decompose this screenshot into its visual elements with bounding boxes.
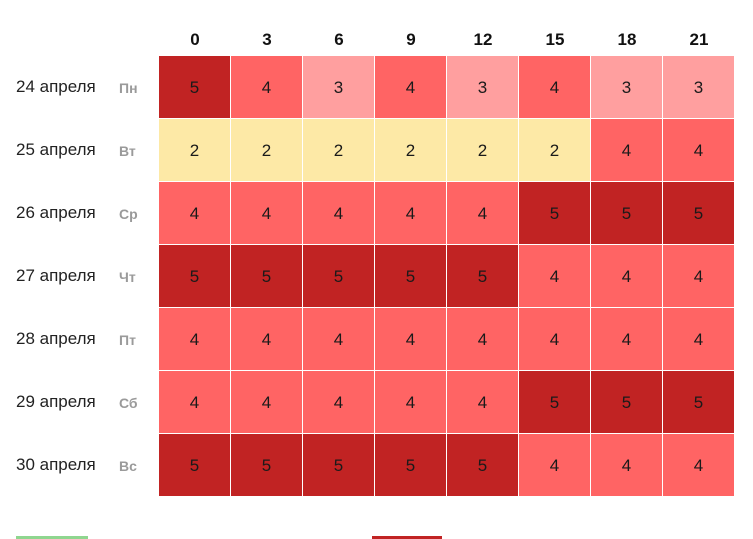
forecast-cell: 4 [519, 434, 591, 497]
forecast-cell: 4 [231, 182, 303, 245]
forecast-cell: 4 [663, 245, 735, 308]
forecast-cell: 5 [303, 434, 375, 497]
forecast-cell: 3 [591, 56, 663, 119]
forecast-cell: 4 [231, 308, 303, 371]
forecast-cell: 5 [447, 434, 519, 497]
hour-header: 3 [262, 30, 272, 49]
forecast-cell: 4 [591, 245, 663, 308]
row-label: 27 апреля Чт [0, 245, 150, 307]
hour-header: 15 [545, 30, 565, 49]
forecast-cell: 5 [375, 245, 447, 308]
forecast-cell: 5 [231, 434, 303, 497]
forecast-cell: 5 [303, 245, 375, 308]
hour-header: 9 [406, 30, 416, 49]
forecast-cell: 4 [375, 371, 447, 434]
forecast-cell: 5 [231, 245, 303, 308]
forecast-cell: 4 [591, 119, 663, 182]
forecast-cell: 4 [663, 308, 735, 371]
forecast-cell: 2 [231, 119, 303, 182]
forecast-cell: 4 [447, 182, 519, 245]
weekday-label: Вт [119, 143, 136, 159]
date-label: 24 апреля [16, 77, 96, 96]
date-label: 27 апреля [16, 266, 96, 285]
forecast-cell: 5 [159, 245, 231, 308]
forecast-cell: 2 [159, 119, 231, 182]
forecast-cell: 5 [519, 371, 591, 434]
row-label: 26 апреля Ср [0, 182, 150, 244]
forecast-cell: 4 [303, 182, 375, 245]
row-label: 28 апреля Пт [0, 308, 150, 370]
forecast-cell: 2 [447, 119, 519, 182]
forecast-cell: 4 [231, 371, 303, 434]
date-label: 30 апреля [16, 455, 96, 474]
forecast-cell: 4 [375, 182, 447, 245]
forecast-cell: 3 [663, 56, 735, 119]
forecast-cell: 2 [303, 119, 375, 182]
forecast-cell: 4 [663, 119, 735, 182]
legend-line [16, 536, 88, 539]
forecast-cell: 4 [375, 308, 447, 371]
forecast-cell: 2 [375, 119, 447, 182]
forecast-cell: 5 [591, 371, 663, 434]
hour-header: 18 [617, 30, 637, 49]
forecast-cell: 5 [447, 245, 519, 308]
forecast-cell: 4 [591, 434, 663, 497]
date-label: 25 апреля [16, 140, 96, 159]
forecast-cell: 4 [447, 308, 519, 371]
forecast-cell: 5 [159, 56, 231, 119]
forecast-cell: 5 [375, 434, 447, 497]
weekday-label: Пт [119, 332, 136, 348]
forecast-cell: 4 [519, 56, 591, 119]
forecast-cell: 5 [591, 182, 663, 245]
forecast-cell: 4 [519, 245, 591, 308]
forecast-cell: 4 [375, 56, 447, 119]
forecast-cell: 4 [519, 308, 591, 371]
weekday-label: Сб [119, 395, 138, 411]
hour-header: 21 [689, 30, 709, 49]
forecast-cell: 4 [303, 371, 375, 434]
forecast-cell: 4 [663, 434, 735, 497]
forecast-cell: 4 [159, 182, 231, 245]
forecast-cell: 5 [519, 182, 591, 245]
date-label: 26 апреля [16, 203, 96, 222]
forecast-cell: 4 [159, 371, 231, 434]
date-label: 29 апреля [16, 392, 96, 411]
forecast-cell: 3 [303, 56, 375, 119]
weekday-label: Вс [119, 458, 137, 474]
forecast-cell: 5 [159, 434, 231, 497]
weekday-label: Пн [119, 80, 138, 96]
row-label: 25 апреля Вт [0, 119, 150, 181]
forecast-cell: 5 [663, 182, 735, 245]
hour-header: 12 [473, 30, 493, 49]
hour-header: 6 [334, 30, 344, 49]
forecast-cell: 4 [591, 308, 663, 371]
weekday-label: Ср [119, 206, 138, 222]
forecast-cell: 4 [447, 371, 519, 434]
hour-header: 0 [190, 30, 200, 49]
row-label: 24 апреля Пн [0, 56, 150, 118]
forecast-cell: 2 [519, 119, 591, 182]
forecast-cell: 3 [447, 56, 519, 119]
forecast-cell: 4 [231, 56, 303, 119]
forecast-cell: 5 [663, 371, 735, 434]
legend-line [372, 536, 442, 539]
row-label: 30 апреля Вс [0, 434, 150, 496]
date-label: 28 апреля [16, 329, 96, 348]
weekday-label: Чт [119, 269, 136, 285]
row-label: 29 апреля Сб [0, 371, 150, 433]
forecast-cell: 4 [159, 308, 231, 371]
forecast-cell: 4 [303, 308, 375, 371]
